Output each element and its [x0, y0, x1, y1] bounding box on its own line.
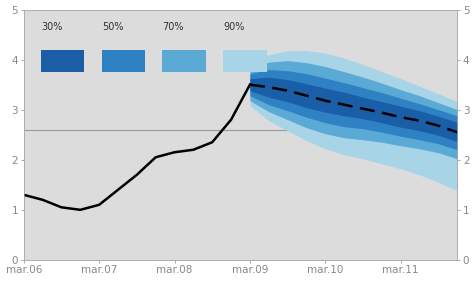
FancyBboxPatch shape	[102, 50, 145, 72]
Text: 50%: 50%	[102, 22, 124, 32]
Text: 70%: 70%	[162, 22, 184, 32]
FancyBboxPatch shape	[162, 50, 206, 72]
Text: 90%: 90%	[223, 22, 245, 32]
Text: 30%: 30%	[41, 22, 62, 32]
FancyBboxPatch shape	[41, 50, 85, 72]
FancyBboxPatch shape	[223, 50, 266, 72]
